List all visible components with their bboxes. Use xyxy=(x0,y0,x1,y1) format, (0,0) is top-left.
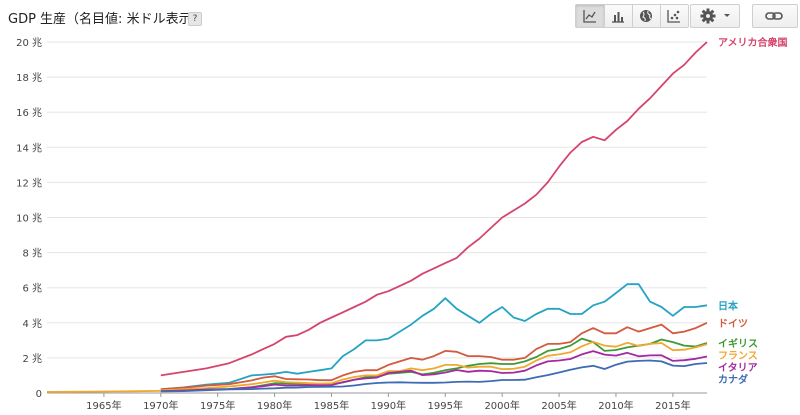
chart-header: GDP 生産（名目値: 米ドル表示） ? xyxy=(0,0,800,32)
series-line xyxy=(160,321,708,391)
view-toggle-group xyxy=(575,4,689,28)
x-tick-label: 2005年 xyxy=(541,399,576,412)
series-line xyxy=(160,283,708,391)
help-button[interactable]: ? xyxy=(188,12,202,26)
y-tick-label: 20 兆 xyxy=(16,37,42,49)
gear-icon xyxy=(700,8,730,24)
x-axis-ticks: 1965年 1970年 1975年 1980年 1985年 1990年 1995年 2000年… xyxy=(86,393,691,412)
globe-icon xyxy=(640,10,652,22)
y-tick-label: 4 兆 xyxy=(22,318,42,330)
line-chart-view-button[interactable] xyxy=(576,5,605,27)
y-tick-label: 14 兆 xyxy=(16,142,42,154)
x-tick-label: 1975年 xyxy=(200,399,235,412)
y-tick-label: 12 兆 xyxy=(16,177,42,189)
y-tick-label: 16 兆 xyxy=(16,107,42,119)
grid-lines xyxy=(47,41,707,394)
series-lines xyxy=(46,41,708,393)
series-line xyxy=(160,359,708,393)
x-tick-label: 1990年 xyxy=(371,399,406,412)
series-line xyxy=(160,340,708,392)
x-tick-label: 1980年 xyxy=(257,399,292,412)
link-icon xyxy=(765,12,783,20)
scatter-plot-icon xyxy=(667,10,680,23)
series-label: アメリカ合衆国 xyxy=(718,36,788,49)
series-label: ドイツ xyxy=(718,318,748,330)
bar-chart-icon xyxy=(612,12,624,23)
series-line xyxy=(46,390,161,393)
series-label: イタリア xyxy=(718,362,758,374)
series-label: 日本 xyxy=(718,299,739,312)
x-tick-label: 2010年 xyxy=(598,399,633,412)
y-tick-label: 6 兆 xyxy=(22,283,42,295)
series-line xyxy=(160,41,708,377)
y-tick-label: 8 兆 xyxy=(22,248,42,260)
y-tick-label: 0 xyxy=(36,389,42,400)
y-tick-label: 10 兆 xyxy=(16,213,42,225)
chart-title: GDP 生産（名目値: 米ドル表示） xyxy=(8,12,205,27)
gdp-line-chart: 0 2 兆 4 兆 6 兆 8 兆 10 兆 12 兆 14 兆 16 兆 18 兆 20 兆 19… xyxy=(16,36,788,412)
y-tick-label: 2 兆 xyxy=(22,353,42,365)
x-tick-label: 1985年 xyxy=(314,399,349,412)
scatter-view-button[interactable] xyxy=(660,5,688,27)
series-label: フランス xyxy=(718,350,758,362)
x-tick-label: 1970年 xyxy=(143,399,178,412)
x-tick-label: 2000年 xyxy=(484,399,519,412)
x-tick-label: 1995年 xyxy=(428,399,463,412)
settings-menu-button[interactable] xyxy=(690,4,740,28)
series-line xyxy=(160,350,708,392)
series-line xyxy=(160,337,708,392)
y-axis-ticks: 0 2 兆 4 兆 6 兆 8 兆 10 兆 12 兆 14 兆 16 兆 18 兆 20 兆 xyxy=(16,37,42,400)
series-label: イギリス xyxy=(718,337,758,350)
bar-chart-view-button[interactable] xyxy=(604,5,633,27)
line-chart-icon xyxy=(583,10,596,23)
series-label: カナダ xyxy=(718,373,748,386)
x-tick-label: 1965年 xyxy=(86,399,121,412)
share-link-button[interactable] xyxy=(752,4,798,28)
y-tick-label: 18 兆 xyxy=(16,72,42,84)
x-tick-label: 2015年 xyxy=(655,399,690,412)
map-view-button[interactable] xyxy=(632,5,661,27)
